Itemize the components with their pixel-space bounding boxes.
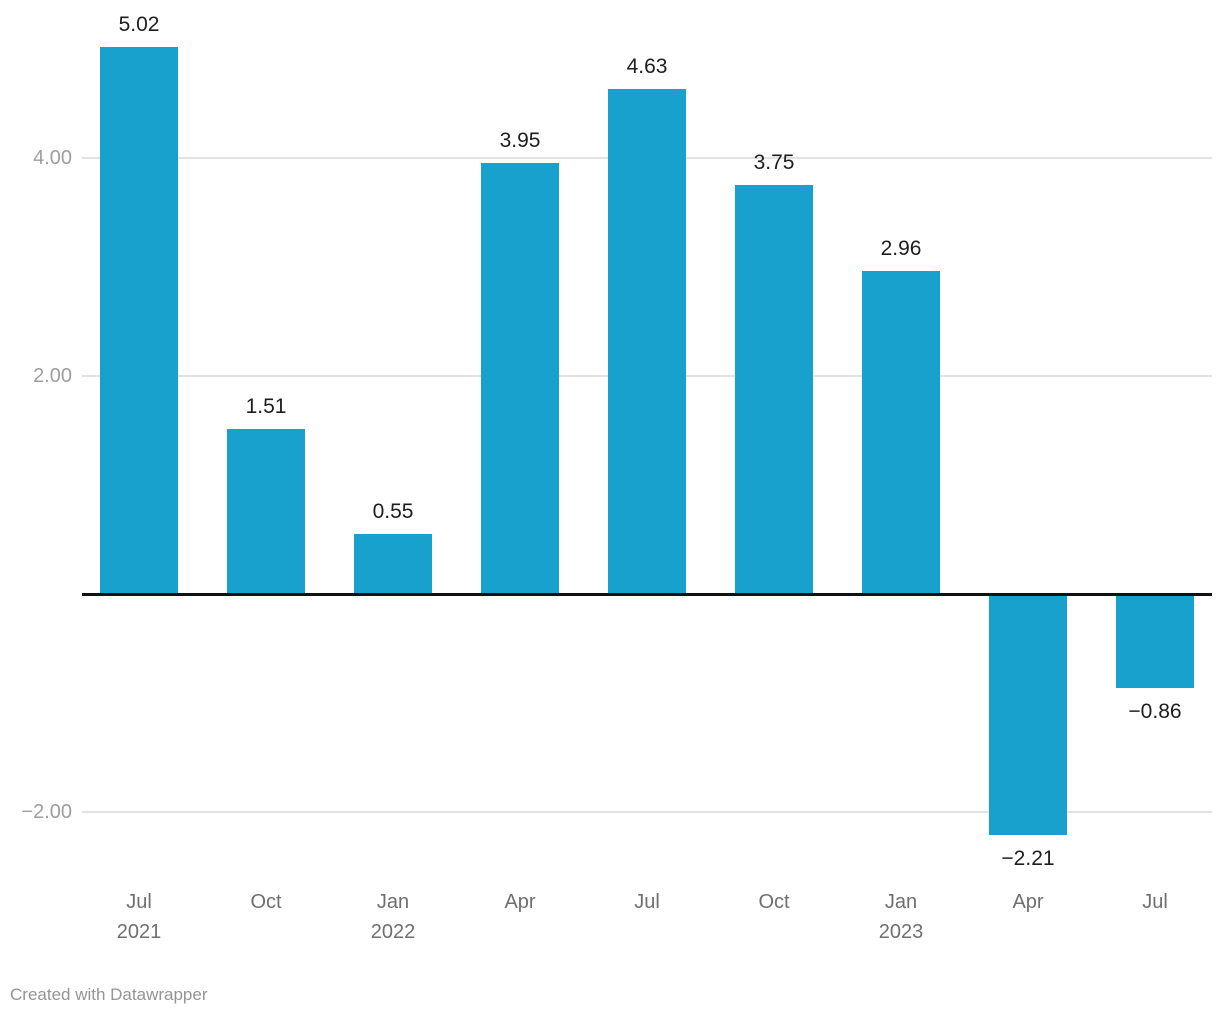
x-axis-tick-label: Oct [758, 891, 790, 913]
x-axis-tick-label: Apr [504, 891, 536, 913]
x-axis-tick-label: Apr [1012, 891, 1044, 913]
bar-value-label: 2.96 [880, 237, 922, 261]
y-axis-tick-label: −2.00 [21, 801, 72, 823]
x-axis-tick-label: Jan 2022 [370, 891, 416, 943]
bar-jul [1116, 594, 1194, 688]
y-axis-tick-label: 2.00 [33, 365, 72, 387]
x-axis-tick-label: Oct [250, 891, 282, 913]
bar-jan-2022 [354, 534, 432, 594]
x-axis-tick-label: Jul [1142, 891, 1168, 913]
bar-value-label: 0.55 [372, 500, 414, 524]
x-axis-tick-label: Jan 2023 [878, 891, 924, 943]
bar-value-label: 3.75 [753, 151, 795, 175]
bar-jul-2021 [100, 46, 178, 594]
bar-oct [735, 185, 813, 594]
y-axis-tick-label: 4.00 [33, 147, 72, 169]
bar-value-label: 5.02 [118, 12, 160, 36]
x-axis-tick-label: Jul 2021 [116, 891, 162, 943]
bar-value-label: 4.63 [626, 55, 668, 79]
bar-value-label: −2.21 [1001, 846, 1055, 870]
zero-baseline [82, 592, 1212, 596]
bar-value-label: 3.95 [499, 129, 541, 153]
x-axis-tick-label: Jul [634, 891, 660, 913]
y-gridline-−2.00 [82, 811, 1212, 813]
bar-apr [989, 594, 1067, 835]
bar-oct [227, 429, 305, 594]
bar-apr [481, 163, 559, 594]
bar-jul [608, 89, 686, 594]
bar-value-label: 1.51 [245, 395, 287, 419]
bar-jan-2023 [862, 271, 940, 594]
datawrapper-credit: Created with Datawrapper [10, 985, 208, 1004]
bar-value-label: −0.86 [1128, 699, 1182, 723]
